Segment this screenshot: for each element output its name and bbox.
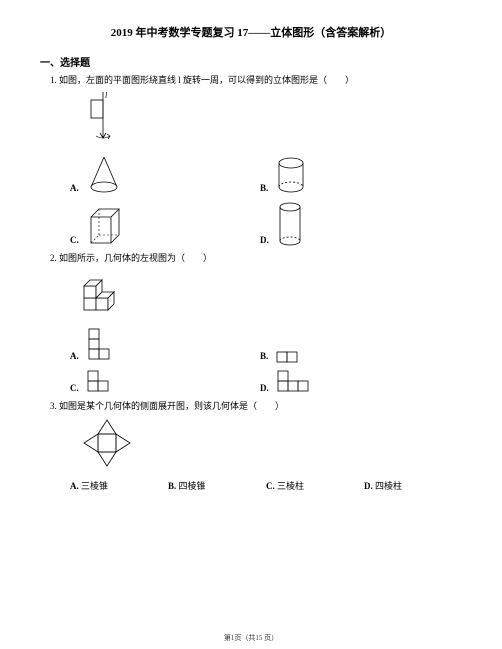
q3-stem: 3. 如图是某个几何体的侧面展开图，则该几何体是（ ） xyxy=(50,399,462,412)
q2-stem: 2. 如图所示，几何体的左视图为（ ） xyxy=(50,251,462,264)
q1-figure: l xyxy=(78,90,462,151)
page-title: 2019 年中考数学专题复习 17——立体图形（含答案解析） xyxy=(40,24,462,40)
q2-opt-d: D. xyxy=(260,367,450,397)
q2-row-cd: C. D. xyxy=(70,367,462,397)
q2-opt-a: A. xyxy=(70,325,260,365)
q1-opt-d: D. xyxy=(260,199,450,249)
cube-stack-icon xyxy=(78,268,132,318)
q1-stem: 1. 如图，左面的平面图形绕直线 l 旋转一周，可以得到的立体图形是（ ） xyxy=(50,73,462,86)
svg-text:l: l xyxy=(105,91,108,100)
q1-opt-c: C. xyxy=(70,203,260,249)
q2-opt-b: B. xyxy=(260,349,450,365)
q3-opt-a: A. 三棱锥 xyxy=(70,479,168,492)
q1-opt-b: B. xyxy=(260,153,450,197)
q1-opt-b-label: B. xyxy=(260,183,268,197)
q2-opt-c-label: C. xyxy=(70,383,79,397)
q1-opt-d-label: D. xyxy=(260,235,269,249)
q2-opt-a-label: A. xyxy=(70,351,79,365)
tall-cylinder-icon xyxy=(275,199,305,249)
q1-opt-a: A. xyxy=(70,153,260,197)
q2-row-ab: A. B. xyxy=(70,325,462,365)
net-icon xyxy=(78,416,136,468)
q1-opt-c-label: C. xyxy=(70,235,79,249)
view-d-icon xyxy=(275,367,315,397)
page: 2019 年中考数学专题复习 17——立体图形（含答案解析） 一、选择题 1. … xyxy=(0,0,502,649)
cone-icon xyxy=(85,153,123,197)
page-footer: 第1页（共15 页） xyxy=(0,633,502,643)
rotate-figure-icon: l xyxy=(78,90,128,146)
q3-figure xyxy=(78,416,462,473)
q1-row-ab: A. B. xyxy=(70,153,462,197)
q2-opt-b-label: B. xyxy=(260,351,268,365)
q1-row-cd: C. D. xyxy=(70,199,462,249)
q3-options: A. 三棱锥 B. 四棱锥 C. 三棱柱 D. 四棱柱 xyxy=(70,479,462,492)
view-c-icon xyxy=(85,367,119,397)
q2-figure xyxy=(78,268,462,323)
cuboid-icon xyxy=(85,203,125,249)
q2-opt-d-label: D. xyxy=(260,383,269,397)
q1-opt-a-label: A. xyxy=(70,183,79,197)
q3-opt-c: C. 三棱柱 xyxy=(266,479,364,492)
view-b-icon xyxy=(274,349,302,365)
section-header: 一、选择题 xyxy=(40,54,462,69)
short-cylinder-icon xyxy=(274,153,308,197)
q3-opt-b: B. 四棱锥 xyxy=(168,479,266,492)
q3-opt-d: D. 四棱柱 xyxy=(364,479,462,492)
q2-opt-c: C. xyxy=(70,367,260,397)
view-a-icon xyxy=(85,325,113,365)
